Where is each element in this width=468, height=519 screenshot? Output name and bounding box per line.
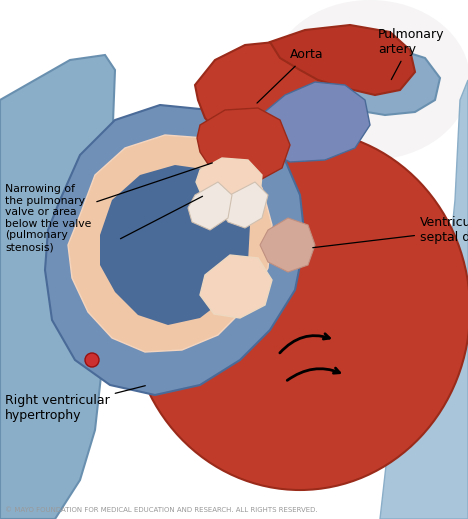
Text: © MAYO FOUNDATION FOR MEDICAL EDUCATION AND RESEARCH. ALL RIGHTS RESERVED.: © MAYO FOUNDATION FOR MEDICAL EDUCATION … — [5, 507, 318, 513]
Text: Pulmonary
artery: Pulmonary artery — [378, 28, 445, 79]
Polygon shape — [260, 218, 315, 272]
Ellipse shape — [270, 0, 468, 160]
Polygon shape — [270, 25, 415, 95]
Polygon shape — [100, 165, 250, 325]
Polygon shape — [310, 50, 440, 115]
Circle shape — [85, 353, 99, 367]
Polygon shape — [200, 255, 272, 318]
Polygon shape — [197, 108, 290, 182]
Polygon shape — [0, 55, 115, 519]
Polygon shape — [45, 105, 305, 395]
Text: Narrowing of
the pulmonary
valve or area
below the valve
(pulmonary
stenosis): Narrowing of the pulmonary valve or area… — [5, 163, 212, 252]
Polygon shape — [252, 82, 370, 162]
Text: Right ventricular
hypertrophy: Right ventricular hypertrophy — [5, 386, 145, 422]
Polygon shape — [188, 182, 232, 230]
Ellipse shape — [130, 130, 468, 490]
Polygon shape — [220, 182, 268, 228]
Polygon shape — [68, 135, 272, 352]
Polygon shape — [195, 42, 338, 155]
Text: Aorta: Aorta — [257, 48, 324, 103]
Polygon shape — [380, 80, 468, 519]
Polygon shape — [196, 158, 262, 210]
Text: Ventricular
septal defect: Ventricular septal defect — [313, 216, 468, 248]
